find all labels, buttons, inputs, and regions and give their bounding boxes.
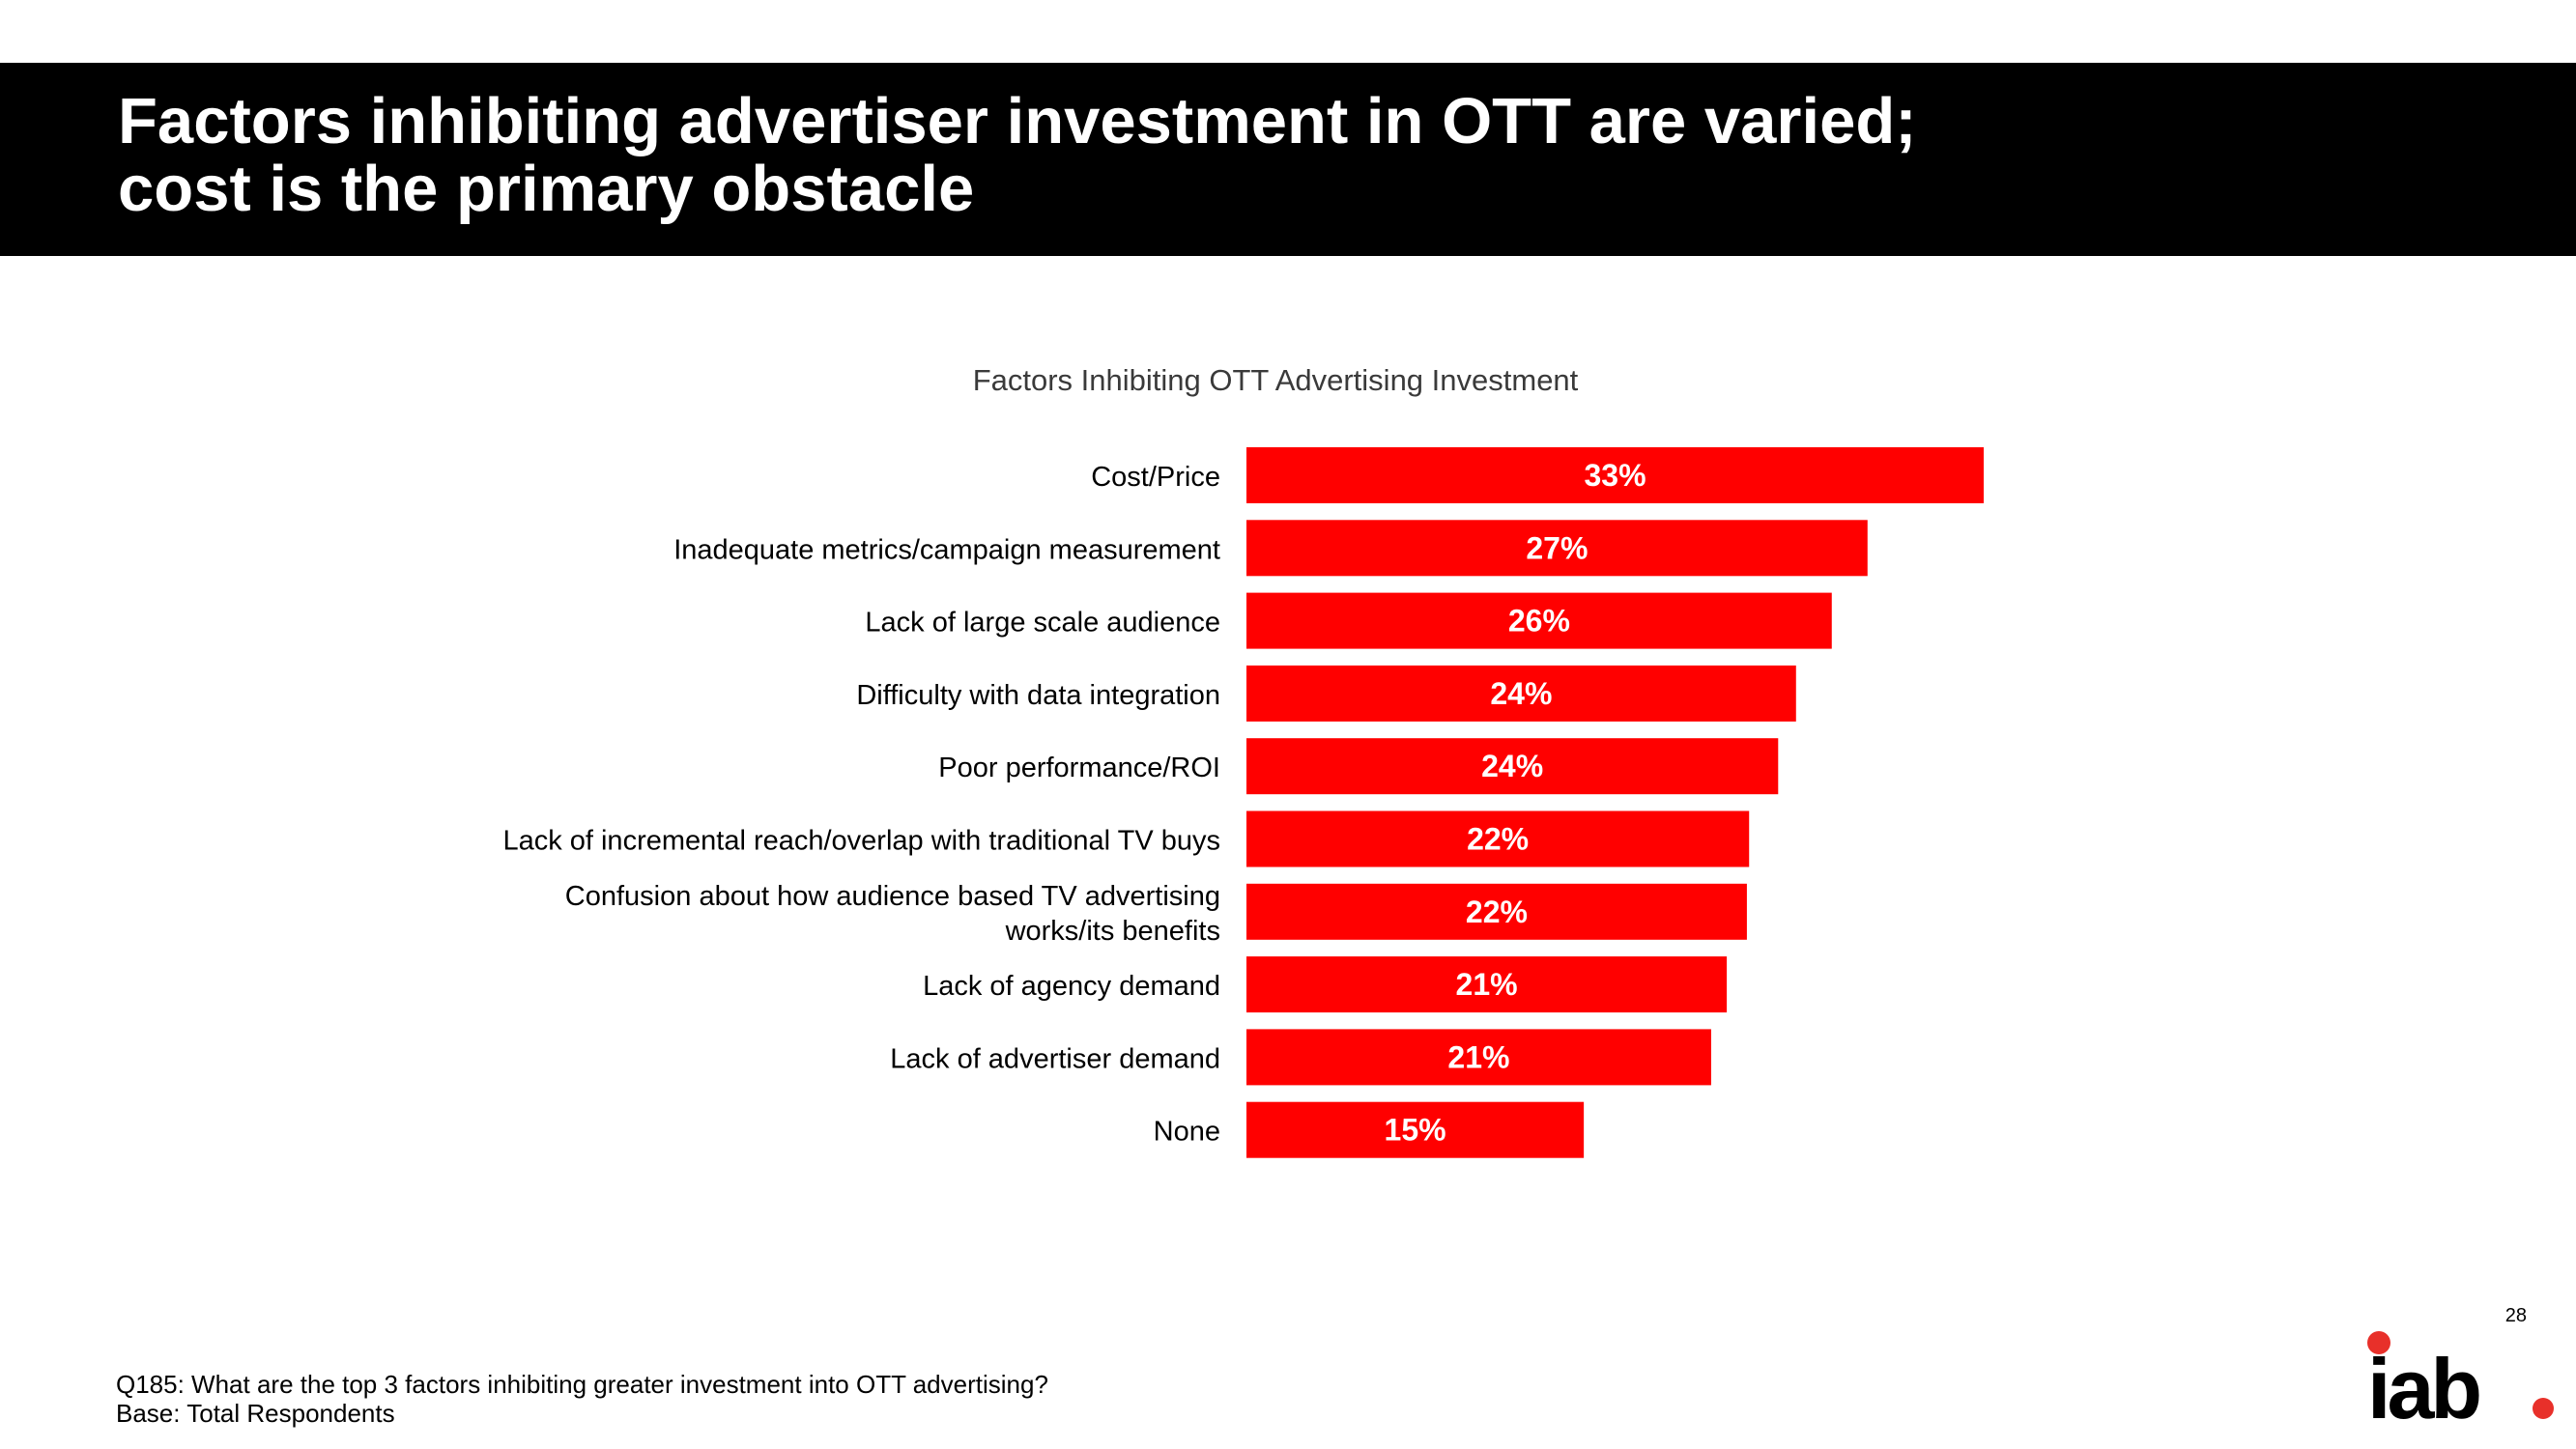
category-label: works/its benefits <box>1005 916 1220 947</box>
page-number: 28 <box>2504 1305 2527 1326</box>
category-label: Cost/Price <box>1091 462 1220 493</box>
bar-data-label: 22% <box>1467 822 1529 857</box>
iab-logo: iab <box>2367 1331 2554 1420</box>
category-label: None <box>1154 1117 1220 1148</box>
bar-data-label: 24% <box>1490 676 1552 711</box>
bar <box>1246 810 1750 867</box>
base-footnote: Base: Total Respondents <box>116 1399 395 1428</box>
bar <box>1246 883 1747 940</box>
bar-data-label: 33% <box>1584 458 1646 493</box>
bar-data-label: 21% <box>1447 1039 1509 1074</box>
bar-data-label: 22% <box>1466 895 1528 929</box>
bar-data-label: 27% <box>1526 530 1588 565</box>
logo-text: iab <box>2367 1341 2479 1420</box>
bar <box>1246 520 1868 577</box>
bar <box>1246 1029 1711 1086</box>
bar-data-label: 15% <box>1385 1113 1446 1148</box>
category-label: Difficulty with data integration <box>856 680 1220 711</box>
category-label: Lack of large scale audience <box>865 608 1220 639</box>
category-label: Lack of advertiser demand <box>890 1043 1220 1074</box>
slide-title-line-2: cost is the primary obstacle <box>118 153 975 225</box>
bar <box>1246 665 1796 722</box>
bar-data-label: 21% <box>1456 967 1518 1002</box>
logo-dot-top-icon <box>2367 1331 2390 1354</box>
bars-layer: 33% Cost/Price 27% Inadequate metrics/campa… <box>502 447 1984 1158</box>
category-label: Lack of incremental reach/overlap with t… <box>502 826 1220 857</box>
bar <box>1246 738 1779 795</box>
category-label: Inadequate metrics/campaign measurement <box>673 534 1220 565</box>
bar <box>1246 956 1728 1013</box>
bar <box>1246 1101 1585 1158</box>
category-label: Lack of agency demand <box>923 971 1220 1002</box>
bar <box>1246 592 1832 649</box>
category-label: Poor performance/ROI <box>938 753 1220 783</box>
logo-dot-bottom-icon <box>2533 1398 2554 1419</box>
slide-title-line-1: Factors inhibiting advertiser investment… <box>118 85 1917 157</box>
bar-data-label: 26% <box>1508 604 1570 639</box>
bar <box>1246 447 1984 503</box>
bar-chart: Factors Inhibiting OTT Advertising Inves… <box>502 363 1984 1158</box>
question-footnote: Q185: What are the top 3 factors inhibit… <box>116 1370 1048 1399</box>
bar-data-label: 24% <box>1481 749 1543 783</box>
category-label: Confusion about how audience based TV ad… <box>565 881 1220 912</box>
chart-title: Factors Inhibiting OTT Advertising Inves… <box>973 363 1579 397</box>
title-banner: Factors inhibiting advertiser investment… <box>0 63 2576 256</box>
